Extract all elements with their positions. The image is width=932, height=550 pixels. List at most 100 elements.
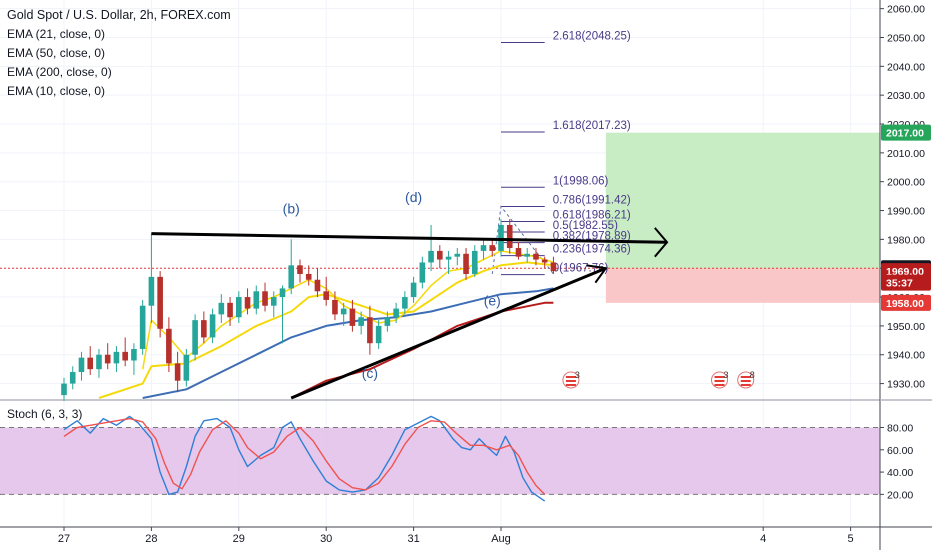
take-profit-zone[interactable] xyxy=(605,132,921,269)
candle[interactable] xyxy=(305,265,312,286)
candle[interactable] xyxy=(131,343,137,375)
candle[interactable] xyxy=(471,245,478,277)
fib-level-label[interactable]: 1(1998.06) xyxy=(553,175,609,187)
candle[interactable] xyxy=(428,224,434,272)
time-tick-label[interactable]: 31 xyxy=(407,533,419,545)
candle[interactable] xyxy=(358,311,364,335)
candle[interactable] xyxy=(253,285,260,315)
candle[interactable] xyxy=(139,299,146,355)
stoch-d-line[interactable] xyxy=(63,417,546,495)
candle[interactable] xyxy=(122,337,128,367)
candle[interactable] xyxy=(166,317,172,373)
candle[interactable] xyxy=(480,239,487,260)
upper-trendline[interactable] xyxy=(151,232,668,244)
candle[interactable] xyxy=(419,256,426,289)
ema-50-label[interactable]: EMA (50, close, 0) xyxy=(7,46,106,60)
candle[interactable] xyxy=(515,242,522,260)
candle[interactable] xyxy=(489,239,496,257)
candle[interactable] xyxy=(174,351,181,393)
candle[interactable] xyxy=(270,291,277,318)
economic-event[interactable]: 3 xyxy=(711,370,729,389)
fib-level-label[interactable]: 0.618(1986.21) xyxy=(553,209,631,221)
ema-200-label[interactable]: EMA (200, close, 0) xyxy=(7,65,112,79)
candle[interactable] xyxy=(78,351,85,381)
candle[interactable] xyxy=(69,366,76,390)
candle[interactable] xyxy=(227,297,233,326)
time-tick-label[interactable]: 5 xyxy=(848,533,854,545)
candle[interactable] xyxy=(550,256,557,274)
candle[interactable] xyxy=(314,268,321,298)
candle[interactable] xyxy=(192,314,198,361)
candle[interactable] xyxy=(183,348,190,387)
candle[interactable] xyxy=(402,291,408,315)
stoch-legend[interactable]: Stoch (6, 3, 3) xyxy=(7,407,83,421)
time-tick-label[interactable]: 27 xyxy=(58,533,70,545)
candle[interactable] xyxy=(393,302,399,324)
stochastic-pane[interactable] xyxy=(0,415,880,502)
price-marker[interactable]: 35:37 xyxy=(881,274,931,291)
candle[interactable] xyxy=(87,346,94,375)
candle[interactable] xyxy=(209,308,216,344)
candle[interactable] xyxy=(367,305,373,355)
candle[interactable] xyxy=(218,294,225,324)
fibonacci-extension[interactable]: 0(1967.76)0.236(1974.36)0.382(1978.89)0.… xyxy=(491,31,631,276)
candle[interactable] xyxy=(454,248,461,266)
fib-level-label[interactable]: 2.618(2048.25) xyxy=(553,31,631,43)
candle[interactable] xyxy=(113,346,120,373)
candlestick-series[interactable] xyxy=(61,219,557,401)
candle[interactable] xyxy=(104,343,111,370)
time-tick-label[interactable]: Aug xyxy=(491,533,511,545)
candle[interactable] xyxy=(157,271,163,338)
stop-loss-zone[interactable] xyxy=(605,268,921,303)
candle[interactable] xyxy=(297,259,303,283)
time-tick-label[interactable]: 29 xyxy=(233,533,245,545)
candle[interactable] xyxy=(288,239,295,295)
fib-level-label[interactable]: 0(1967.76) xyxy=(553,263,609,275)
stoch-k-line[interactable] xyxy=(63,415,546,502)
candle[interactable] xyxy=(279,285,286,344)
candle[interactable] xyxy=(349,299,356,332)
candle[interactable] xyxy=(524,248,531,263)
lower-trendline[interactable] xyxy=(290,266,607,400)
ema-10-label[interactable]: EMA (10, close, 0) xyxy=(7,84,106,98)
candle[interactable] xyxy=(236,291,242,324)
candle[interactable] xyxy=(332,291,338,321)
drawings[interactable] xyxy=(151,227,669,400)
candle[interactable] xyxy=(498,219,504,257)
fib-level-label[interactable]: 1.618(2017.23) xyxy=(553,120,631,132)
fib-level-label[interactable]: 0.786(1991.42) xyxy=(553,194,631,206)
price-axis[interactable]: 1930.001940.001950.001960.001970.001980.… xyxy=(879,0,932,550)
candle[interactable] xyxy=(506,219,513,254)
candle[interactable] xyxy=(541,256,548,269)
candle[interactable] xyxy=(244,288,251,315)
candle[interactable] xyxy=(445,250,452,274)
time-tick-label[interactable]: 28 xyxy=(145,533,157,545)
fib-level-label[interactable]: 0.236(1974.36) xyxy=(553,244,631,256)
candle[interactable] xyxy=(61,377,67,401)
price-marker[interactable]: 1958.00 xyxy=(881,294,931,311)
candle[interactable] xyxy=(410,276,417,303)
candle[interactable] xyxy=(323,276,329,306)
candle[interactable] xyxy=(96,348,102,378)
position-zones[interactable] xyxy=(0,132,921,303)
candle[interactable] xyxy=(262,282,268,312)
candle[interactable] xyxy=(375,320,382,349)
candle[interactable] xyxy=(533,248,539,266)
candle[interactable] xyxy=(437,245,443,269)
candle[interactable] xyxy=(340,302,347,326)
time-tick-label[interactable]: 4 xyxy=(760,533,766,545)
symbol-title[interactable]: Gold Spot / U.S. Dollar, 2h, FOREX.com xyxy=(7,8,231,22)
candle[interactable] xyxy=(384,311,391,332)
candle[interactable] xyxy=(148,233,155,324)
fib-level-label[interactable]: 0.5(1982.55) xyxy=(553,220,618,232)
time-axis[interactable]: 2728293031Aug4567 xyxy=(0,526,932,545)
candle[interactable] xyxy=(463,248,469,280)
price-marker-text: 1958.00 xyxy=(886,298,924,310)
economic-event[interactable]: 8 xyxy=(737,370,755,389)
candle[interactable] xyxy=(201,311,207,344)
time-tick-label[interactable]: 30 xyxy=(320,533,332,545)
economic-event[interactable]: 3 xyxy=(562,370,580,389)
ema-21-label[interactable]: EMA (21, close, 0) xyxy=(7,27,106,41)
price-marker[interactable]: 2017.00 xyxy=(881,124,931,141)
